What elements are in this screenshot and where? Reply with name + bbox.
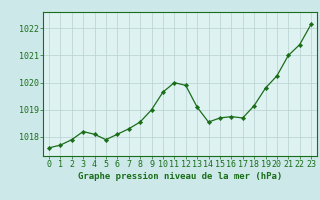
X-axis label: Graphe pression niveau de la mer (hPa): Graphe pression niveau de la mer (hPa): [78, 172, 282, 181]
